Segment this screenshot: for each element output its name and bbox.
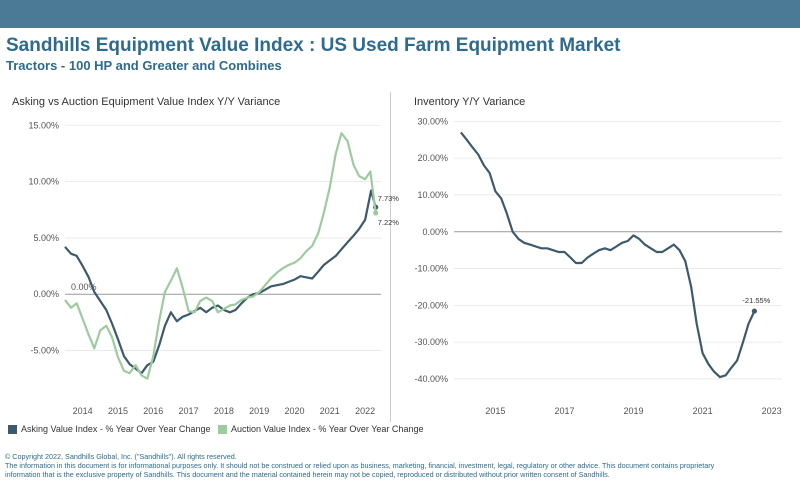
x-tick-label: 2020: [284, 406, 304, 416]
page-title: Sandhills Equipment Value Index : US Use…: [6, 35, 621, 56]
y-tick-label: 10.00%: [28, 177, 59, 187]
footer-line-1: © Copyright 2022, Sandhills Global, Inc.…: [5, 452, 237, 461]
y-tick-label: 0.00%: [422, 227, 448, 237]
legend-auction: Auction Value Index - % Year Over Year C…: [218, 424, 423, 434]
y-tick-label: -10.00%: [414, 264, 448, 274]
y-tick-label: 5.00%: [33, 233, 59, 243]
page-subtitle: Tractors - 100 HP and Greater and Combin…: [6, 58, 282, 73]
x-tick-label: 2018: [214, 406, 234, 416]
inventory-chart: -40.00% -30.00% -20.00% -10.00% 0.00% 10.00% 2…: [414, 116, 782, 416]
footer-line-2: The information in this document is for …: [5, 461, 715, 470]
series-line-0: [64, 189, 377, 375]
zero-label: 0.00%: [71, 282, 97, 292]
x-tick-label: 2015: [108, 406, 128, 416]
y-tick-label: -20.00%: [414, 300, 448, 310]
x-tick-label: 2017: [554, 406, 574, 416]
panel-divider: [390, 92, 391, 422]
series-end-label-0: -21.55%: [742, 296, 770, 305]
copyright-footer: © Copyright 2022, Sandhills Global, Inc.…: [5, 452, 795, 479]
x-tick-label: 2019: [624, 406, 644, 416]
y-tick-label: -30.00%: [414, 337, 448, 347]
series-line-1: [64, 132, 377, 380]
x-tick-label: 2015: [485, 406, 505, 416]
x-tick-label: 2022: [355, 406, 375, 416]
footer-line-3: information that is the exclusive proper…: [5, 470, 610, 479]
x-tick-label: 2016: [143, 406, 163, 416]
y-tick-label: 30.00%: [417, 116, 448, 126]
y-tick-label: 0.00%: [33, 289, 59, 299]
y-tick-label: 15.00%: [28, 120, 59, 130]
right-chart-title: Inventory Y/Y Variance: [414, 96, 526, 108]
y-tick-label: 20.00%: [417, 153, 448, 163]
y-tick-label: -5.00%: [30, 346, 59, 356]
x-tick-label: 2023: [762, 406, 782, 416]
y-tick-label: 10.00%: [417, 190, 448, 200]
top-banner: [0, 0, 800, 28]
x-tick-label: 2019: [249, 406, 269, 416]
legend-asking-label: Asking Value Index - % Year Over Year Ch…: [21, 424, 211, 434]
series-end-point-1: [373, 210, 379, 216]
x-tick-label: 2021: [693, 406, 713, 416]
y-tick-label: -40.00%: [414, 374, 448, 384]
asking-vs-auction-chart: -5.00% 0.00% 5.00% 10.00% 15.00% 2014 2015 2016…: [28, 120, 399, 416]
legend-asking-swatch: [8, 424, 17, 434]
legend-auction-swatch: [218, 424, 227, 434]
left-chart-title: Asking vs Auction Equipment Value Index …: [12, 96, 281, 108]
series-line-0: [460, 131, 756, 379]
series-end-label-1: 7.22%: [378, 218, 400, 227]
x-tick-label: 2014: [73, 406, 93, 416]
series-end-point-0: [751, 308, 757, 314]
x-tick-label: 2017: [179, 406, 199, 416]
x-tick-label: 2021: [320, 406, 340, 416]
legend-asking: Asking Value Index - % Year Over Year Ch…: [8, 424, 210, 434]
series-end-label-0: 7.73%: [378, 194, 400, 203]
legend-auction-label: Auction Value Index - % Year Over Year C…: [231, 424, 424, 434]
